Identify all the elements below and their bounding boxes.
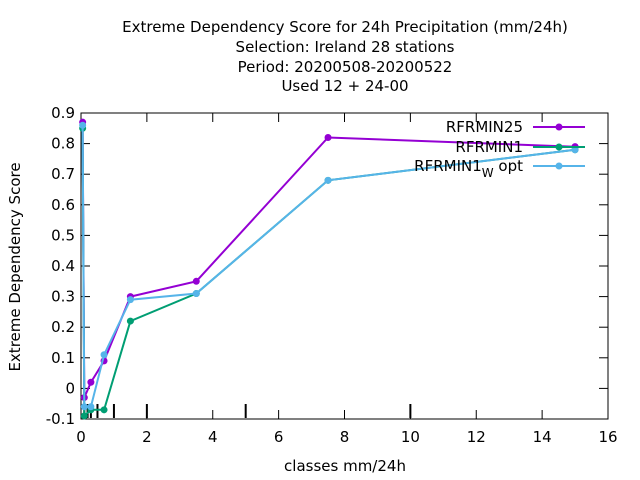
legend-label-tail: opt [494, 157, 523, 175]
series-2-point [80, 412, 88, 420]
legend-marker-3 [555, 162, 563, 170]
legend-label-1: RFRMIN25 [446, 118, 523, 136]
x-tick-label: 0 [76, 428, 86, 446]
chart-title: Extreme Dependency Score for 24h Precipi… [122, 18, 568, 95]
y-tick-label: 0.5 [51, 226, 75, 244]
y-tick-label: 0.1 [51, 349, 75, 367]
y-tick-label: 0.4 [51, 257, 75, 275]
y-tick-label: 0.8 [51, 135, 75, 153]
x-tick-label: 12 [467, 428, 486, 446]
y-tick-label: 0.2 [51, 318, 75, 336]
title-line-3: Period: 20200508-20200522 [238, 58, 453, 76]
plot-area: -0.100.10.20.30.40.50.60.70.80.90 2 4 6 8 10 1… [46, 104, 618, 446]
series-3-point [79, 121, 87, 129]
y-tick-label: 0.6 [51, 196, 75, 214]
x-tick-label: 16 [598, 428, 617, 446]
plot-border [80, 112, 609, 420]
x-tick-label: 10 [401, 428, 420, 446]
series-3-point [324, 176, 332, 184]
title-line-4: Used 12 + 24-00 [281, 77, 408, 95]
legend-marker-1 [555, 123, 563, 131]
y-tick-label: 0.3 [51, 288, 75, 306]
series-2-point [126, 317, 134, 325]
legend-label-subscript: W [482, 166, 494, 180]
series-2-point [100, 406, 108, 414]
series-3-point [80, 403, 88, 411]
series-1-point [192, 277, 200, 285]
series-1-point [87, 378, 95, 386]
title-line-2: Selection: Ireland 28 stations [236, 38, 455, 56]
series-3-point [100, 351, 108, 359]
series-3-point [87, 403, 95, 411]
y-tick-label: 0.7 [51, 165, 75, 183]
y-tick-label: 0.9 [51, 104, 75, 122]
y-axis-label: Extreme Dependency Score [6, 162, 24, 371]
series-3-point [126, 296, 134, 304]
y-tick-label: -0.1 [46, 410, 75, 428]
x-tick-label: 2 [142, 428, 152, 446]
series-1-point [324, 133, 332, 141]
legend-label-main: RFRMIN1 [414, 157, 482, 175]
x-tick-label: 14 [533, 428, 552, 446]
x-tick-label: 4 [208, 428, 218, 446]
title-line-1: Extreme Dependency Score for 24h Precipi… [122, 18, 568, 36]
y-tick-label: 0 [65, 379, 75, 397]
legend-label-3: RFRMIN1W opt [414, 157, 523, 180]
series-3-point [192, 290, 200, 298]
x-tick-label: 8 [340, 428, 350, 446]
x-axis-label: classes mm/24h [284, 457, 406, 475]
legend-label-2: RFRMIN1 [455, 138, 523, 156]
x-tick-label: 6 [274, 428, 284, 446]
legend-marker-2 [555, 143, 563, 151]
